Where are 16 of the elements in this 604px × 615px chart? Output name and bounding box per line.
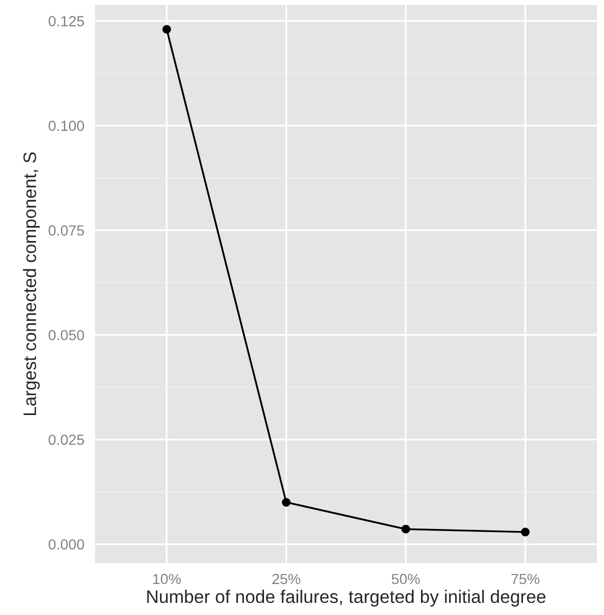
x-axis-title: Number of node failures, targeted by initial degree [147, 590, 546, 607]
y-tick-label: 0.025 [48, 434, 84, 445]
y-tick-label: 0.050 [48, 330, 84, 340]
y-tick-label: 0.075 [48, 225, 84, 236]
y-axis-title: Largest connected component, S [22, 152, 40, 416]
point [520, 528, 530, 536]
point [282, 498, 291, 507]
y-tick-label: 0.000 [48, 539, 84, 550]
x-tick-label: 25% [272, 574, 300, 584]
x-tick-label: 50% [392, 574, 420, 584]
point [162, 24, 172, 34]
x-tick-label: 75% [511, 574, 540, 584]
x-tick-label: 10% [153, 574, 181, 584]
y-tick-label: 0.100 [48, 120, 84, 131]
y-tick-label: 0.125 [48, 16, 84, 26]
point [401, 524, 410, 534]
